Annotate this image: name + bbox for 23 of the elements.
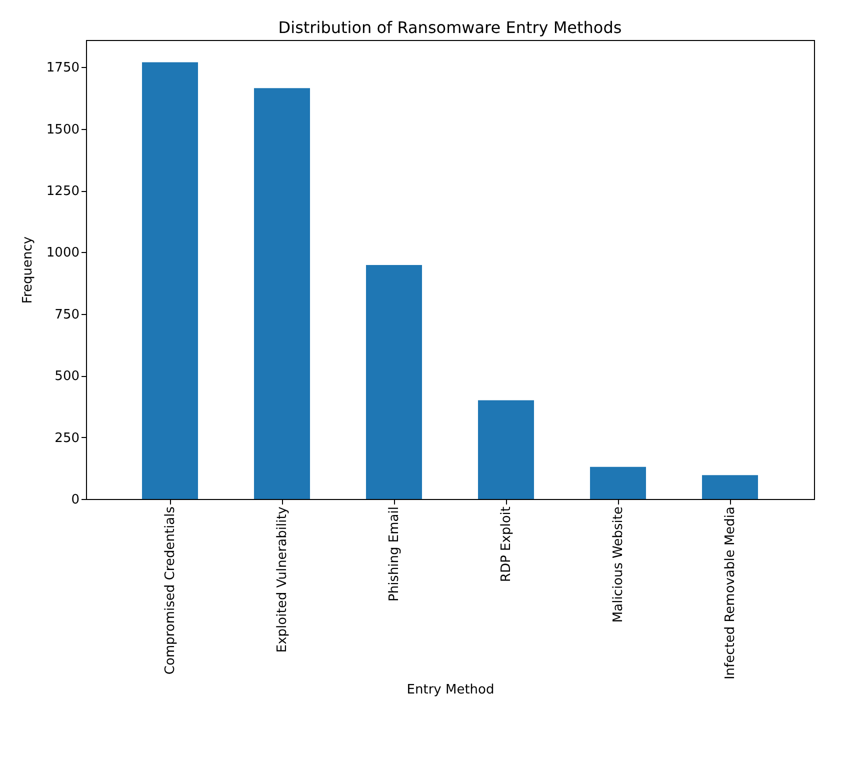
y-tick-label: 0 <box>71 492 80 508</box>
x-axis-title: Entry Method <box>406 682 494 698</box>
y-tick-label: 1500 <box>46 122 80 138</box>
y-axis-title: Frequency <box>20 236 36 304</box>
y-tick-label: 1750 <box>46 60 80 76</box>
y-tick-label: 1000 <box>46 246 80 261</box>
y-tick-label: 1250 <box>46 184 80 200</box>
bar <box>590 466 646 499</box>
bar <box>702 475 758 499</box>
x-tick-label: Malicious Website <box>611 506 626 623</box>
x-tick-label: RDP Exploit <box>499 506 514 582</box>
x-tick-label: Phishing Email <box>387 506 402 602</box>
bar <box>366 265 422 499</box>
x-tick-label: Exploited Vulnerability <box>275 506 290 653</box>
chart-title: Distribution of Ransomware Entry Methods <box>278 18 622 37</box>
bar <box>142 62 198 499</box>
x-tick-label: Infected Removable Media <box>723 506 738 680</box>
bar <box>254 88 310 499</box>
y-tick-label: 500 <box>54 369 80 384</box>
bar <box>478 400 534 499</box>
x-tick-label: Compromised Credentials <box>163 506 178 675</box>
y-tick-label: 750 <box>54 307 80 322</box>
y-tick-label: 250 <box>54 430 80 446</box>
